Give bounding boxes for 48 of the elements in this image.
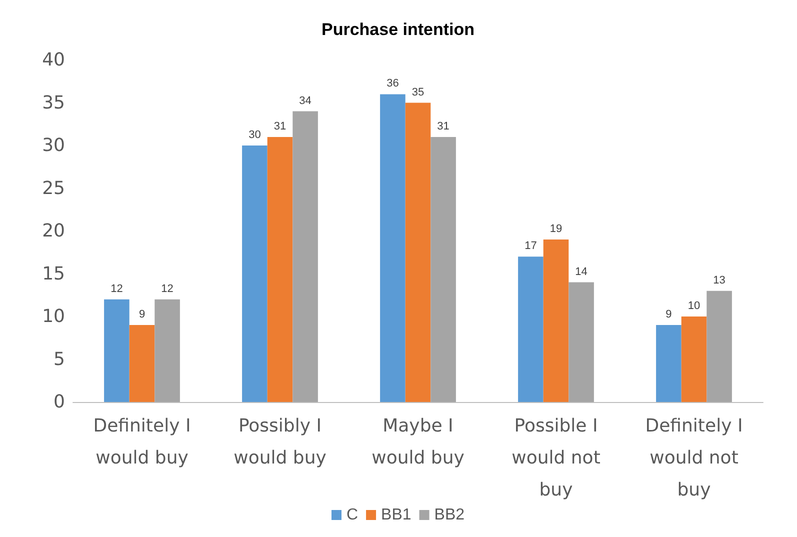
data-label: 10 — [688, 300, 700, 312]
y-tick-label: 20 — [42, 220, 65, 242]
data-label: 36 — [386, 78, 399, 90]
data-label: 12 — [161, 282, 174, 295]
data-label: 9 — [138, 308, 146, 321]
x-tick-label: Possibly I would buy — [234, 416, 327, 468]
bar — [129, 325, 155, 402]
data-label: 14 — [575, 266, 588, 278]
legend-label: BB1 — [381, 506, 412, 524]
bar — [568, 282, 594, 402]
y-tick-label: 15 — [42, 263, 65, 284]
legend-label: C — [346, 506, 358, 524]
chart-title: Purchase intention — [321, 20, 475, 39]
data-label: 35 — [412, 86, 424, 98]
bar — [292, 111, 318, 402]
bar — [380, 94, 406, 402]
bar — [405, 102, 431, 402]
bar — [543, 240, 569, 402]
bar — [104, 299, 130, 402]
bar — [242, 146, 268, 402]
bar — [656, 325, 682, 402]
x-tick-label: Definitely I would not buy — [645, 416, 743, 500]
bar — [706, 290, 732, 402]
bar — [518, 256, 544, 402]
data-label: 13 — [713, 274, 726, 286]
y-tick-label: 0 — [54, 392, 65, 412]
data-label: 34 — [299, 94, 312, 107]
data-label: 9 — [666, 308, 672, 321]
data-label: 30 — [248, 129, 261, 141]
y-tick-label: 40 — [42, 50, 65, 70]
data-label: 17 — [524, 240, 537, 252]
bar — [430, 136, 456, 402]
data-label: 31 — [274, 120, 286, 132]
legend-label: BB2 — [434, 506, 465, 524]
data-label: 19 — [550, 223, 562, 236]
bar — [267, 136, 293, 402]
y-tick-label: 25 — [42, 178, 65, 199]
y-tick-label: 10 — [42, 306, 65, 327]
x-tick-label: Definitely I would buy — [93, 416, 191, 468]
data-label: 12 — [110, 282, 123, 295]
x-tick-label: Maybe I would buy — [372, 416, 465, 468]
y-tick-label: 35 — [42, 92, 65, 114]
data-label: 31 — [437, 120, 450, 132]
x-tick-label: Possible I would not buy — [512, 416, 600, 500]
y-tick-label: 30 — [42, 135, 65, 156]
bar — [154, 299, 180, 402]
bar — [681, 316, 707, 402]
y-tick-label: 5 — [54, 348, 65, 370]
